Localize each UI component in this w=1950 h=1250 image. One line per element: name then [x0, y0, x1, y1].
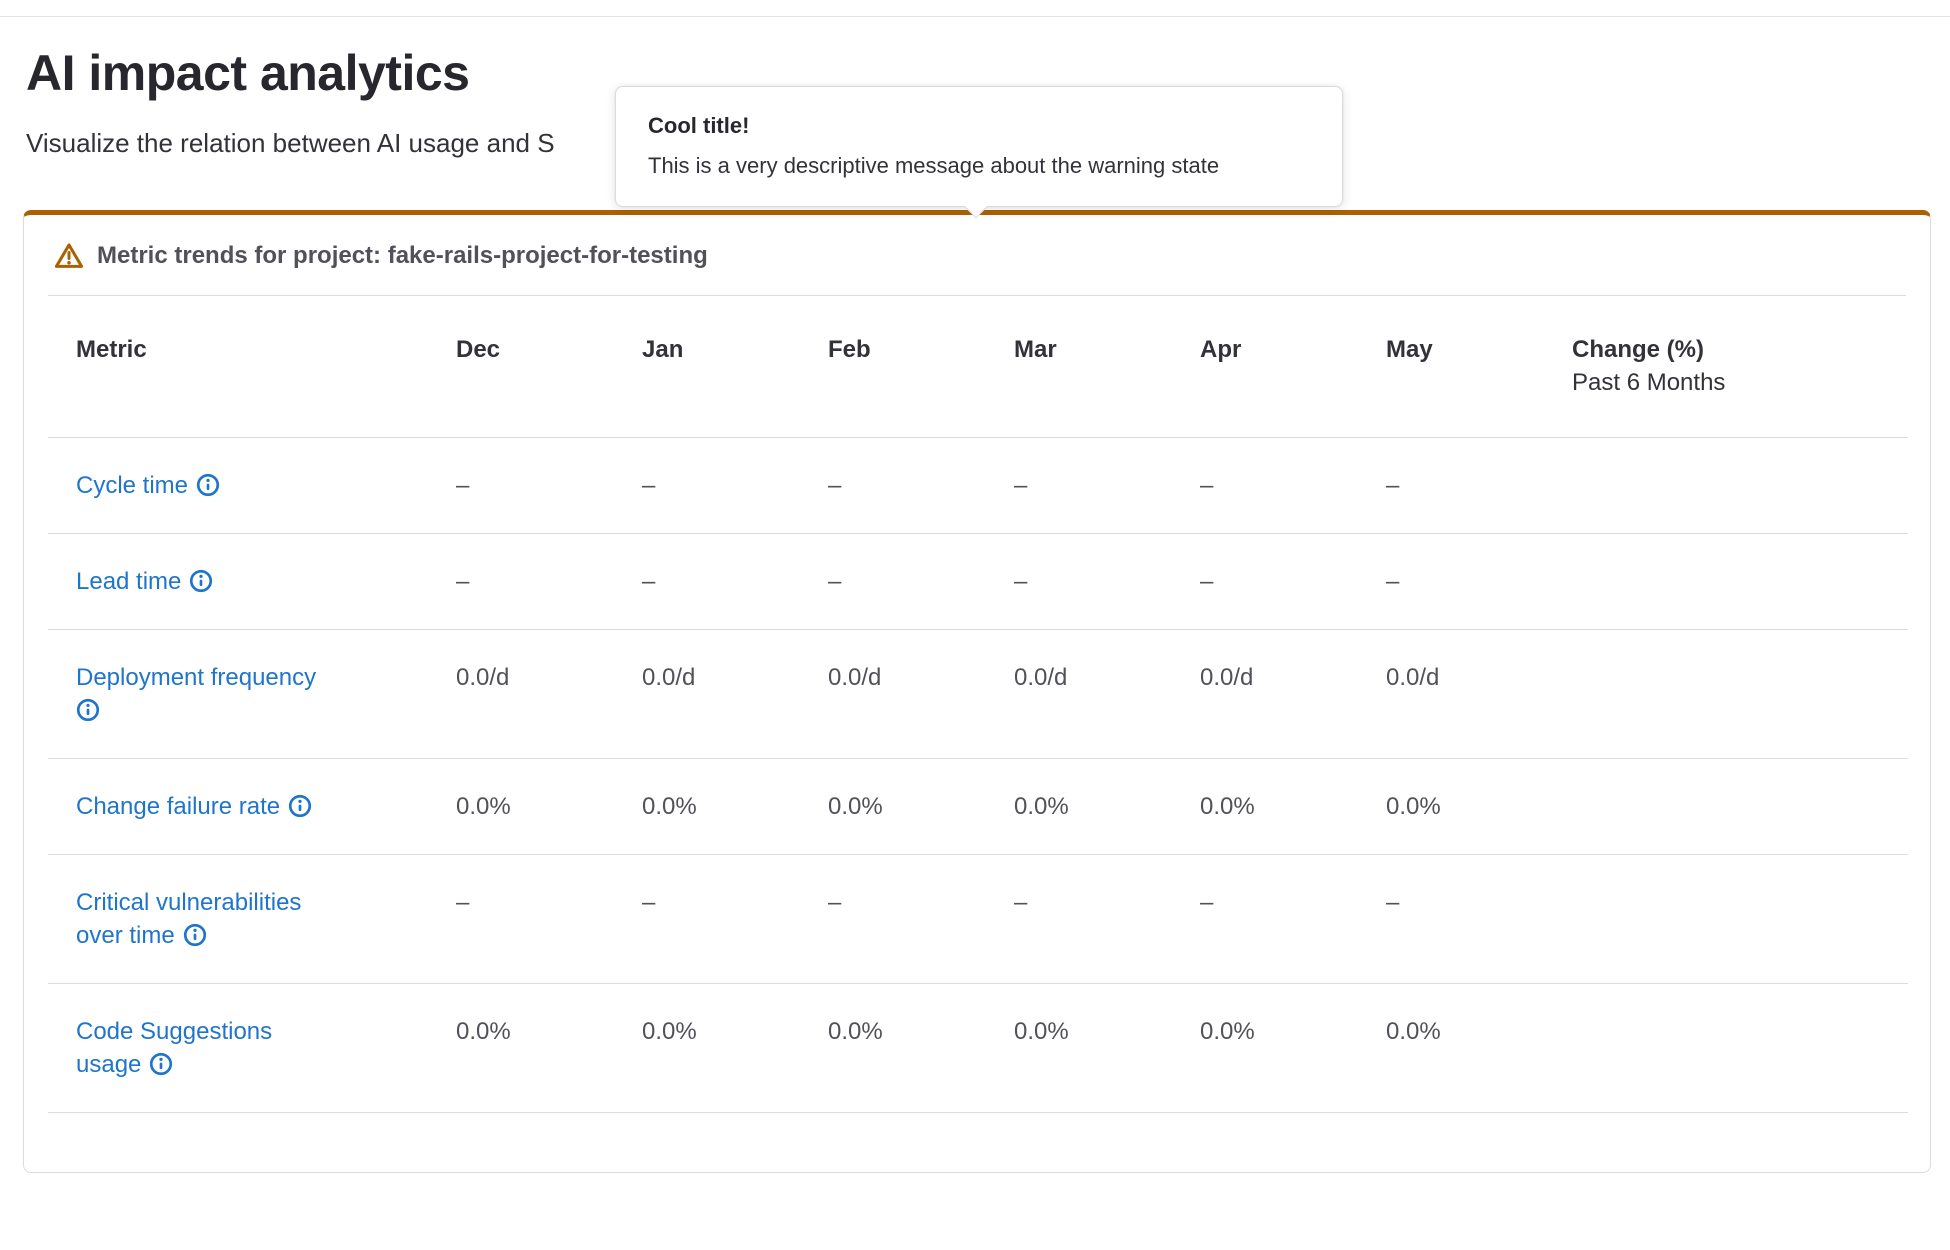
cell-value: 0.0% — [440, 983, 626, 1113]
metric-label-line2: usage — [76, 1050, 142, 1078]
top-divider — [0, 16, 1950, 17]
column-header-dec: Dec — [440, 296, 626, 438]
column-header-change: Change (%) Past 6 Months — [1556, 296, 1908, 438]
cell-value: – — [812, 533, 998, 630]
cell-value: 0.0% — [1370, 983, 1556, 1113]
popover-title: Cool title! — [648, 113, 750, 138]
cell-value: 0.0/d — [998, 629, 1184, 759]
metric-trends-card: Metric trends for project: fake-rails-pr… — [23, 210, 1931, 1173]
cell-change — [1556, 437, 1908, 534]
info-icon[interactable] — [189, 569, 213, 593]
info-icon[interactable] — [76, 698, 100, 722]
info-icon[interactable] — [183, 923, 207, 947]
cell-value: 0.0/d — [1184, 629, 1370, 759]
cell-value: 0.0% — [998, 983, 1184, 1113]
cell-value: 0.0% — [626, 983, 812, 1113]
column-header-change-subtitle: Past 6 Months — [1572, 369, 1726, 396]
metric-link-lead-time[interactable]: Lead time — [76, 568, 213, 595]
table-row-cycle-time: Cycle time – – – – – – — [48, 437, 1908, 534]
metric-link-cycle-time[interactable]: Cycle time — [76, 472, 220, 499]
cell-value: – — [812, 854, 998, 984]
cell-value: – — [998, 854, 1184, 984]
cell-value: – — [440, 854, 626, 984]
table-row-deployment-frequency: Deployment frequency 0.0/d 0.0/d 0.0/d 0… — [48, 629, 1908, 759]
cell-value: – — [1184, 533, 1370, 630]
cell-value: – — [626, 437, 812, 534]
cell-value: 0.0% — [812, 983, 998, 1113]
cell-value: 0.0% — [440, 758, 626, 855]
cell-value: 0.0% — [812, 758, 998, 855]
card-header: Metric trends for project: fake-rails-pr… — [48, 215, 1906, 296]
column-header-mar: Mar — [998, 296, 1184, 438]
metric-label: Code Suggestions — [76, 1017, 273, 1045]
column-header-apr: Apr — [1184, 296, 1370, 438]
cell-value: 0.0/d — [812, 629, 998, 759]
table-header-row: Metric Dec Jan Feb Mar Apr May Change (%… — [48, 296, 1908, 438]
cell-value: – — [626, 854, 812, 984]
page-description: Visualize the relation between AI usage … — [26, 128, 555, 158]
column-header-feb: Feb — [812, 296, 998, 438]
metric-trends-table: Metric Dec Jan Feb Mar Apr May Change (%… — [48, 296, 1908, 1113]
cell-value: – — [1370, 533, 1556, 630]
cell-value: 0.0/d — [626, 629, 812, 759]
metric-link-code-suggestions-usage[interactable]: Code Suggestions usage — [76, 1015, 424, 1081]
cell-value: 0.0/d — [440, 629, 626, 759]
metric-link-change-failure-rate[interactable]: Change failure rate — [76, 793, 312, 820]
cell-value: 0.0% — [1184, 983, 1370, 1113]
metric-label: Cycle time — [76, 471, 189, 499]
warning-icon — [54, 241, 84, 271]
popover-message: This is a very descriptive message about… — [648, 153, 1220, 178]
metric-cell: Code Suggestions usage — [48, 983, 440, 1113]
info-icon[interactable] — [288, 794, 312, 818]
metric-label: Change failure rate — [76, 792, 281, 820]
metric-label: Critical vulnerabilities — [76, 888, 302, 916]
metric-cell: Change failure rate — [48, 758, 440, 855]
metric-label-line2: over time — [76, 921, 175, 949]
table-row-critical-vulnerabilities: Critical vulnerabilities over time – – –… — [48, 854, 1908, 984]
cell-change — [1556, 629, 1908, 759]
metric-cell: Critical vulnerabilities over time — [48, 854, 440, 984]
column-header-may: May — [1370, 296, 1556, 438]
cell-value: – — [998, 437, 1184, 534]
cell-value: – — [1370, 437, 1556, 534]
cell-change — [1556, 983, 1908, 1113]
info-icon[interactable] — [149, 1052, 173, 1076]
cell-value: – — [1184, 437, 1370, 534]
cell-value: – — [812, 437, 998, 534]
column-header-jan: Jan — [626, 296, 812, 438]
metric-cell: Cycle time — [48, 437, 440, 534]
cell-value: – — [1184, 854, 1370, 984]
metric-label: Lead time — [76, 567, 182, 595]
metric-cell: Lead time — [48, 533, 440, 630]
info-icon[interactable] — [196, 473, 220, 497]
cell-value: – — [440, 437, 626, 534]
metric-link-critical-vulnerabilities[interactable]: Critical vulnerabilities over time — [76, 886, 424, 952]
cell-value: – — [440, 533, 626, 630]
warning-popover: Cool title! This is a very descriptive m… — [615, 86, 1343, 219]
metric-cell: Deployment frequency — [48, 629, 440, 759]
page-title: AI impact analytics — [26, 45, 470, 101]
card-header-title: Metric trends for project: fake-rails-pr… — [97, 242, 708, 269]
metric-label: Deployment frequency — [76, 663, 317, 691]
cell-value: 0.0% — [1370, 758, 1556, 855]
cell-change — [1556, 758, 1908, 855]
column-header-metric: Metric — [48, 296, 440, 438]
cell-value: 0.0% — [626, 758, 812, 855]
table-row-change-failure-rate: Change failure rate 0.0% 0.0% 0.0% 0.0% … — [48, 758, 1908, 855]
cell-change — [1556, 854, 1908, 984]
metric-link-deployment-frequency[interactable]: Deployment frequency — [76, 661, 424, 727]
cell-value: – — [998, 533, 1184, 630]
cell-value: 0.0/d — [1370, 629, 1556, 759]
column-header-change-title: Change (%) — [1572, 336, 1704, 363]
table-row-lead-time: Lead time – – – – – – — [48, 533, 1908, 630]
cell-value: – — [626, 533, 812, 630]
cell-value: 0.0% — [998, 758, 1184, 855]
table-row-code-suggestions-usage: Code Suggestions usage 0.0% 0.0% 0.0% 0.… — [48, 983, 1908, 1113]
cell-value: – — [1370, 854, 1556, 984]
cell-value: 0.0% — [1184, 758, 1370, 855]
cell-change — [1556, 533, 1908, 630]
